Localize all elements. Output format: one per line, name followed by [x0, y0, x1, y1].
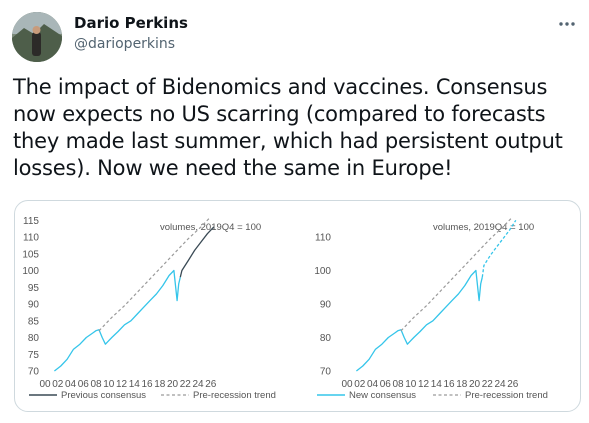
x-tick-label: 04 [367, 379, 379, 390]
series-line-actual [53, 269, 181, 372]
x-tick-label: 08 [392, 379, 404, 390]
author-handle[interactable]: @darioperkins [74, 36, 176, 52]
y-tick-label: 75 [28, 350, 40, 361]
y-tick-label: 80 [320, 333, 332, 344]
x-tick-label: 02 [354, 379, 366, 390]
series-line-pre-recession-trend [400, 216, 514, 332]
x-tick-label: 14 [129, 379, 141, 390]
legend-label: New consensus [349, 390, 416, 401]
x-tick-label: 18 [456, 379, 468, 390]
legend-label: Pre-recession trend [465, 390, 548, 401]
x-tick-label: 16 [141, 379, 153, 390]
chart-title: volumes, 2019Q4 = 100 [433, 222, 534, 233]
x-tick-label: 06 [78, 379, 90, 390]
tweet-text: The impact of Bidenomics and vaccines. C… [13, 75, 563, 180]
y-tick-label: 90 [320, 300, 332, 311]
x-tick-label: 08 [90, 379, 102, 390]
x-tick-label: 00 [39, 379, 51, 390]
series-line-previous-consensus [179, 226, 215, 278]
x-tick-label: 04 [65, 379, 77, 390]
x-tick-label: 24 [494, 379, 506, 390]
x-tick-label: 24 [192, 379, 204, 390]
y-tick-label: 70 [320, 367, 332, 378]
x-tick-label: 10 [103, 379, 115, 390]
y-tick-label: 90 [28, 300, 40, 311]
x-tick-label: 12 [116, 379, 128, 390]
x-tick-label: 14 [431, 379, 443, 390]
chart-title: volumes, 2019Q4 = 100 [160, 222, 261, 233]
legend-label: Previous consensus [61, 390, 146, 401]
y-tick-label: 105 [22, 249, 39, 260]
x-tick-label: 26 [205, 379, 217, 390]
series-line-pre-recession-trend [98, 216, 212, 332]
x-tick-label: 20 [469, 379, 481, 390]
x-tick-label: 16 [443, 379, 455, 390]
x-tick-label: 12 [418, 379, 430, 390]
legend-label: Pre-recession trend [193, 390, 276, 401]
x-tick-label: 26 [507, 379, 519, 390]
x-tick-label: 18 [154, 379, 166, 390]
x-tick-label: 22 [482, 379, 494, 390]
avatar-image [12, 12, 62, 62]
x-tick-label: 02 [52, 379, 64, 390]
more-horizontal-icon[interactable] [556, 14, 578, 34]
tweet-media[interactable]: 70 75 80 85 90 95 100 105 110 115 00 02 04 06 08 10 12 14… [14, 200, 581, 412]
x-tick-label: 00 [341, 379, 353, 390]
series-line-actual [355, 269, 483, 372]
y-tick-label: 115 [23, 216, 39, 227]
y-tick-label: 80 [28, 333, 40, 344]
y-tick-label: 85 [28, 316, 40, 327]
y-tick-label: 110 [23, 233, 39, 244]
avatar[interactable] [12, 12, 62, 62]
y-tick-label: 100 [314, 266, 331, 277]
author-name[interactable]: Dario Perkins [74, 14, 188, 32]
x-tick-label: 10 [405, 379, 417, 390]
y-tick-label: 95 [28, 283, 40, 294]
y-tick-label: 70 [28, 367, 40, 378]
y-tick-label: 100 [22, 266, 39, 277]
y-tick-label: 110 [315, 233, 331, 244]
x-tick-label: 06 [380, 379, 392, 390]
x-tick-label: 20 [167, 379, 179, 390]
series-line-new-consensus [481, 219, 517, 278]
x-tick-label: 22 [180, 379, 192, 390]
